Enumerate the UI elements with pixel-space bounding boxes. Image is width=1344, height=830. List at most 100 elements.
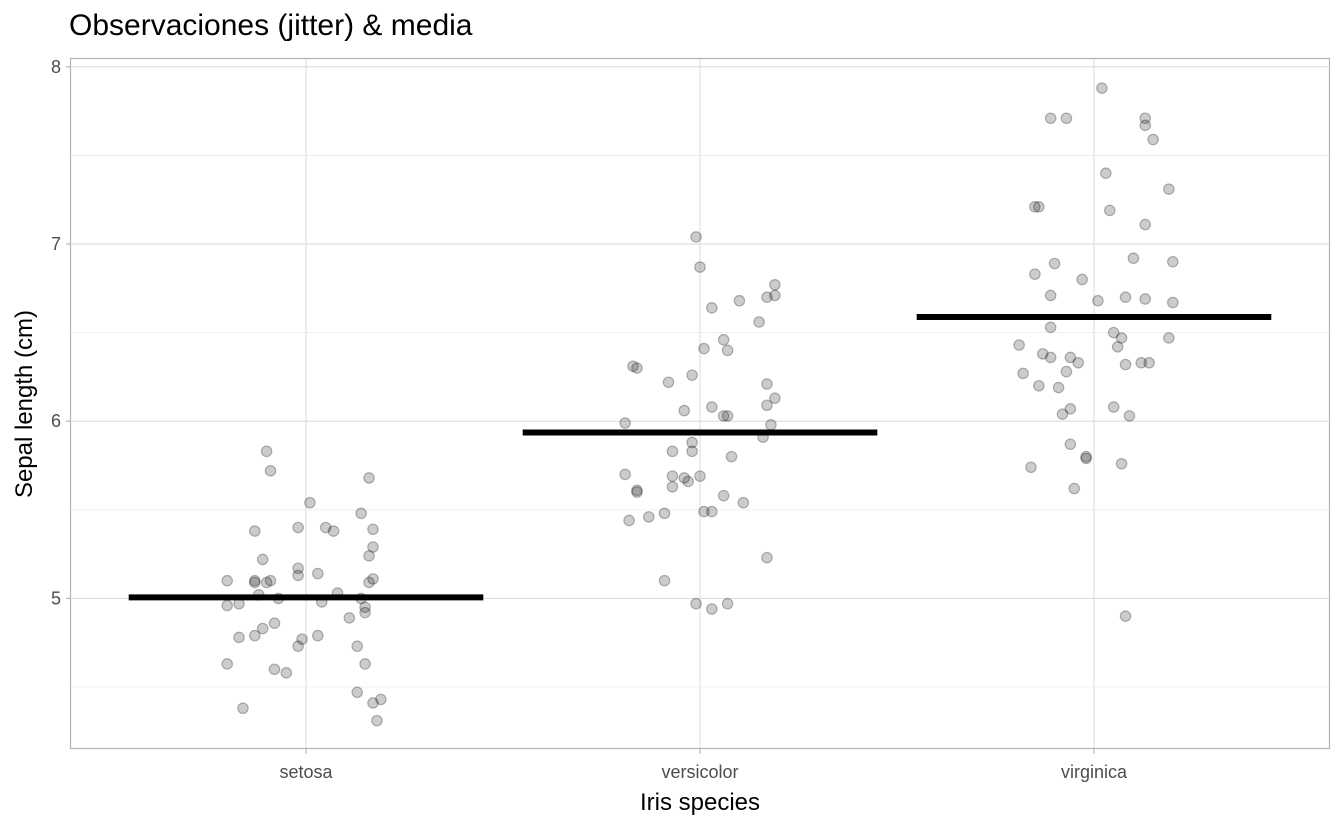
data-point xyxy=(1064,438,1077,451)
data-point xyxy=(761,378,773,390)
data-point xyxy=(1163,332,1175,344)
data-point xyxy=(331,587,344,599)
data-point xyxy=(1080,450,1092,463)
data-point xyxy=(1029,201,1041,213)
data-point xyxy=(717,410,730,422)
data-point xyxy=(1048,257,1061,270)
data-point xyxy=(690,231,702,243)
y-tick-label: 7 xyxy=(51,234,61,254)
data-point xyxy=(221,574,233,587)
data-point xyxy=(706,401,718,413)
data-point xyxy=(1119,358,1132,371)
data-point xyxy=(706,505,718,518)
data-point xyxy=(686,436,698,449)
data-point xyxy=(292,562,304,575)
data-point xyxy=(1033,201,1045,213)
data-point xyxy=(351,686,364,699)
data-point xyxy=(312,629,324,642)
data-point xyxy=(769,278,781,291)
data-point xyxy=(666,480,679,493)
data-point xyxy=(264,574,277,587)
data-point xyxy=(1072,356,1085,369)
data-point xyxy=(733,294,746,307)
y-axis-title: Sepal length (cm) xyxy=(11,310,38,498)
data-point xyxy=(761,551,773,564)
observation-points xyxy=(221,82,1179,727)
data-point xyxy=(1119,610,1132,622)
data-point xyxy=(1060,365,1073,378)
data-point xyxy=(252,589,265,601)
data-point xyxy=(694,470,706,482)
gridlines xyxy=(71,58,1329,749)
x-tick-label-setosa: setosa xyxy=(279,762,333,782)
data-point xyxy=(717,489,730,502)
data-point xyxy=(1103,204,1116,217)
data-point xyxy=(260,576,273,589)
data-point xyxy=(1036,348,1049,360)
data-point xyxy=(1139,112,1152,125)
data-point xyxy=(1139,119,1152,132)
data-point xyxy=(1044,289,1057,302)
data-point xyxy=(327,525,340,537)
data-point xyxy=(1044,351,1057,364)
data-point xyxy=(1080,452,1092,465)
data-point xyxy=(631,486,643,498)
data-point xyxy=(619,417,631,429)
data-point xyxy=(1064,351,1077,364)
data-point xyxy=(1068,482,1081,495)
data-point xyxy=(248,574,261,587)
data-point xyxy=(761,399,773,412)
data-point xyxy=(1119,291,1132,303)
data-point xyxy=(1044,321,1057,334)
data-point xyxy=(1033,379,1045,392)
data-point xyxy=(359,606,371,619)
plot-panel-border xyxy=(69,57,1331,750)
data-point xyxy=(642,511,655,523)
data-point xyxy=(631,362,643,374)
data-point xyxy=(280,667,293,679)
x-tick-label-virginica: virginica xyxy=(1061,762,1128,782)
data-point xyxy=(706,603,718,615)
data-point xyxy=(359,601,371,614)
data-point xyxy=(343,612,356,624)
data-point xyxy=(658,574,671,587)
data-point xyxy=(1123,410,1136,422)
data-point xyxy=(296,633,308,645)
data-point xyxy=(717,333,730,346)
data-point xyxy=(264,465,277,477)
data-point xyxy=(292,521,304,534)
data-point xyxy=(355,507,367,520)
data-point xyxy=(698,342,710,355)
data-point xyxy=(725,450,738,463)
data-point xyxy=(678,404,691,417)
x-tick-label-versicolor: versicolor xyxy=(661,762,738,782)
data-point xyxy=(698,505,710,518)
data-point xyxy=(706,302,718,314)
data-point xyxy=(1060,112,1073,125)
data-point xyxy=(375,693,387,706)
data-point xyxy=(1143,356,1155,369)
data-point xyxy=(367,523,379,536)
data-point xyxy=(769,392,781,404)
data-point xyxy=(268,617,281,630)
data-point xyxy=(678,472,691,484)
data-point xyxy=(721,344,734,357)
data-point xyxy=(1044,112,1057,125)
data-point xyxy=(721,597,734,610)
data-point xyxy=(359,658,371,670)
data-point xyxy=(686,369,698,381)
data-point xyxy=(1115,457,1128,470)
y-tick-label: 8 xyxy=(51,57,61,77)
data-point xyxy=(1139,293,1152,305)
data-point xyxy=(367,541,379,553)
data-point xyxy=(319,521,332,534)
data-point xyxy=(1107,401,1120,413)
data-point xyxy=(690,597,702,610)
data-point xyxy=(1096,82,1108,94)
data-point xyxy=(363,472,375,484)
data-point xyxy=(682,475,694,488)
data-point xyxy=(1064,403,1077,415)
data-point xyxy=(256,622,269,635)
data-point xyxy=(351,640,364,653)
